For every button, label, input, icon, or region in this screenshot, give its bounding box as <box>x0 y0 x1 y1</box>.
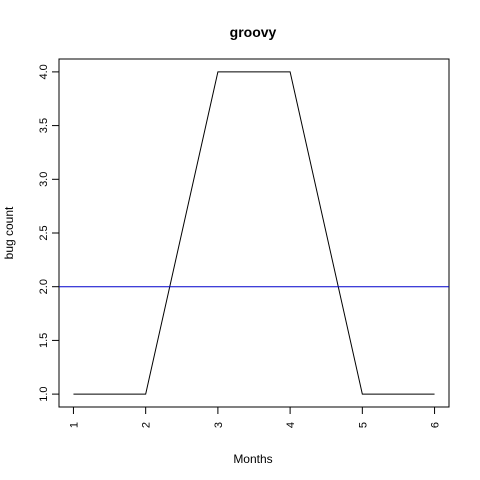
y-tick-label: 4.0 <box>38 64 50 79</box>
y-axis-label: bug count <box>2 206 16 259</box>
y-tick-label: 1.0 <box>38 386 50 401</box>
y-tick-label: 3.0 <box>38 172 50 187</box>
y-tick-label: 3.5 <box>38 118 50 133</box>
y-tick-label: 2.5 <box>38 225 50 240</box>
y-tick-label: 1.5 <box>38 333 50 348</box>
series-line-0 <box>73 71 435 395</box>
chart-title: groovy <box>230 24 277 40</box>
x-tick-label: 6 <box>430 422 442 428</box>
x-tick-label: 4 <box>285 422 297 428</box>
x-tick-label: 5 <box>357 422 369 428</box>
chart-marks: 1 2 3 4 5 6 1.0 1.5 2.0 2.5 3.0 3.5 4.0 <box>38 64 449 428</box>
y-tick-label: 2.0 <box>38 279 50 294</box>
x-tick-label: 1 <box>68 422 80 428</box>
x-tick-label: 3 <box>213 422 225 428</box>
x-tick-label: 2 <box>141 422 153 428</box>
x-axis-label: Months <box>233 452 272 466</box>
plot-frame <box>58 58 450 408</box>
